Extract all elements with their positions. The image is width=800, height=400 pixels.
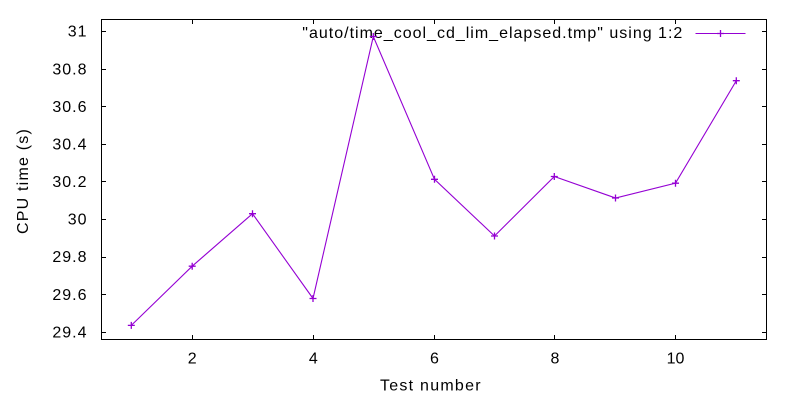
svg-text:Test number: Test number [380, 378, 482, 395]
svg-text:8: 8 [550, 351, 559, 368]
svg-text:30: 30 [68, 212, 88, 229]
svg-text:30.4: 30.4 [52, 137, 87, 154]
svg-text:30.6: 30.6 [52, 99, 87, 116]
svg-text:2: 2 [188, 351, 197, 368]
svg-text:29.6: 29.6 [52, 287, 87, 304]
svg-text:10: 10 [667, 351, 685, 368]
svg-text:29.8: 29.8 [52, 249, 87, 266]
svg-text:CPU time (s): CPU time (s) [15, 128, 32, 234]
svg-text:30.8: 30.8 [52, 61, 87, 78]
svg-text:4: 4 [309, 351, 318, 368]
svg-text:31: 31 [68, 24, 88, 41]
svg-text:29.4: 29.4 [52, 324, 87, 341]
svg-text:6: 6 [430, 351, 439, 368]
svg-text:"auto/time_cool_cd_lim_elapsed: "auto/time_cool_cd_lim_elapsed.tmp" usin… [302, 25, 683, 42]
svg-text:30.2: 30.2 [52, 174, 87, 191]
